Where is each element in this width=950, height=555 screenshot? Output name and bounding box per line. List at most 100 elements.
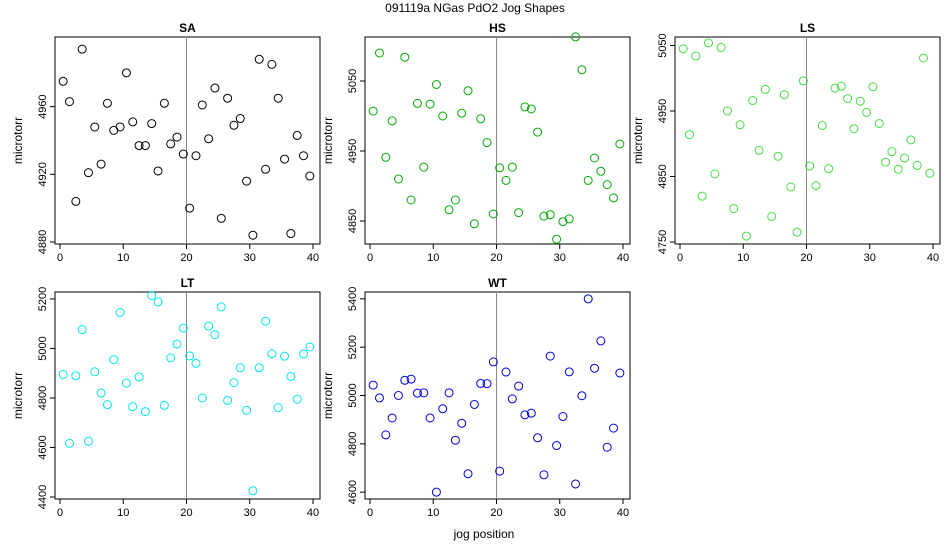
x-tick-label-hs: 0	[367, 252, 373, 264]
data-point-lt	[261, 316, 271, 326]
data-point-sa	[58, 76, 68, 86]
y-tick-label-ls: 5050	[657, 33, 669, 57]
x-tick-label-lt: 20	[180, 507, 192, 519]
y-tick-label-ls: 4850	[657, 164, 669, 188]
y-axis-label-wt: microtorr	[321, 372, 335, 419]
data-point-ls	[919, 53, 929, 63]
data-point-hs	[558, 217, 568, 227]
y-axis-label-hs: microtorr	[321, 117, 335, 164]
data-point-lt	[210, 330, 220, 340]
data-point-wt	[469, 399, 479, 409]
data-point-hs	[438, 111, 448, 121]
x-tick-label-lt: 0	[57, 507, 63, 519]
data-point-ls	[773, 151, 783, 161]
data-point-lt	[299, 349, 309, 359]
panel-frame-hs	[364, 36, 631, 245]
data-point-sa	[172, 132, 182, 142]
data-point-wt	[444, 388, 454, 398]
data-point-sa	[216, 213, 226, 223]
data-point-sa	[280, 154, 290, 164]
y-tick-label-lt: 5200	[37, 287, 49, 311]
data-point-hs	[368, 106, 378, 116]
data-point-sa	[235, 114, 245, 124]
x-tick-label-sa: 10	[117, 252, 129, 264]
data-point-hs	[495, 163, 505, 173]
data-point-sa	[140, 141, 150, 151]
data-point-sa	[305, 171, 315, 181]
data-point-hs	[406, 195, 416, 205]
data-point-wt	[571, 479, 581, 489]
data-point-wt	[368, 380, 378, 390]
data-point-sa	[204, 134, 214, 144]
data-point-lt	[242, 405, 252, 415]
data-point-ls	[748, 96, 758, 106]
data-point-hs	[450, 195, 460, 205]
data-point-ls	[805, 161, 815, 171]
data-point-lt	[159, 400, 169, 410]
y-tick-label-wt: 4800	[347, 432, 359, 456]
data-point-lt	[273, 403, 283, 413]
x-tick-label-wt: 40	[617, 507, 629, 519]
data-point-sa	[147, 119, 157, 129]
data-point-wt	[577, 391, 587, 401]
data-point-hs	[596, 166, 606, 176]
x-tick-label-ls: 0	[677, 252, 683, 264]
data-point-sa	[134, 141, 144, 151]
x-tick-label-hs: 30	[554, 252, 566, 264]
x-tick-label-hs: 40	[617, 252, 629, 264]
data-point-wt	[526, 408, 536, 418]
data-point-lt	[229, 378, 239, 388]
data-point-sa	[121, 68, 131, 78]
data-point-ls	[767, 211, 777, 221]
x-tick-label-hs: 10	[427, 252, 439, 264]
data-point-lt	[235, 363, 245, 373]
data-point-hs	[590, 153, 600, 163]
data-point-ls	[703, 38, 713, 48]
data-point-wt	[457, 418, 467, 428]
data-point-lt	[185, 351, 195, 361]
data-point-sa	[273, 93, 283, 103]
data-point-wt	[609, 423, 619, 433]
x-tick-label-hs: 20	[490, 252, 502, 264]
data-point-ls	[678, 44, 688, 54]
data-point-lt	[128, 402, 138, 412]
data-point-wt	[590, 363, 600, 373]
y-tick-label-wt: 5200	[347, 335, 359, 359]
data-point-sa	[267, 59, 277, 69]
panel-title-hs: HS	[489, 21, 506, 35]
y-tick-label-lt: 4600	[37, 435, 49, 459]
data-point-wt	[400, 375, 410, 385]
data-point-lt	[109, 355, 119, 365]
data-point-ls	[691, 51, 701, 61]
data-point-lt	[96, 388, 106, 398]
data-point-lt	[292, 394, 302, 404]
data-point-wt	[419, 388, 429, 398]
y-tick-label-wt: 5400	[347, 287, 359, 311]
data-point-hs	[393, 174, 403, 184]
y-tick-label-ls: 4750	[657, 230, 669, 254]
y-tick-label-lt: 5000	[37, 336, 49, 360]
x-tick-label-wt: 20	[490, 507, 502, 519]
data-point-lt	[153, 297, 163, 307]
data-point-sa	[299, 151, 309, 161]
data-point-wt	[463, 469, 473, 479]
data-point-lt	[197, 393, 207, 403]
data-point-lt	[115, 308, 125, 318]
data-point-ls	[710, 169, 720, 179]
data-point-sa	[292, 130, 302, 140]
data-point-ls	[697, 191, 707, 201]
data-point-wt	[507, 394, 517, 404]
x-tick-label-sa: 30	[244, 252, 256, 264]
data-point-hs	[381, 152, 391, 162]
data-point-ls	[760, 84, 770, 94]
panel-frame-sa	[54, 36, 321, 245]
data-point-wt	[533, 433, 543, 443]
x-tick-label-ls: 10	[737, 252, 749, 264]
data-point-sa	[242, 176, 252, 186]
data-point-hs	[552, 234, 562, 244]
y-tick-label-wt: 5000	[347, 383, 359, 407]
data-point-sa	[185, 203, 195, 213]
data-point-wt	[514, 381, 524, 391]
